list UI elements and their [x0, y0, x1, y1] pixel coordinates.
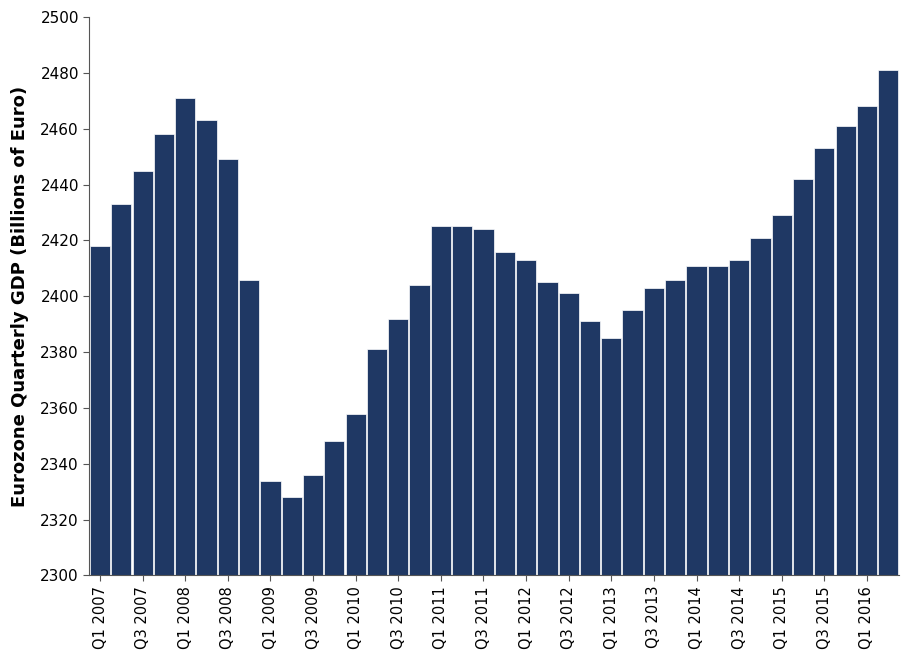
- Bar: [324, 442, 345, 660]
- Bar: [580, 321, 600, 660]
- Bar: [303, 475, 323, 660]
- Bar: [537, 282, 558, 660]
- Bar: [729, 260, 749, 660]
- Bar: [708, 265, 728, 660]
- Bar: [857, 106, 877, 660]
- Bar: [473, 229, 493, 660]
- Y-axis label: Eurozone Quarterly GDP (Billions of Euro): Eurozone Quarterly GDP (Billions of Euro…: [11, 86, 29, 507]
- Bar: [217, 160, 238, 660]
- Bar: [878, 70, 898, 660]
- Bar: [239, 280, 259, 660]
- Bar: [495, 251, 515, 660]
- Bar: [643, 288, 664, 660]
- Bar: [133, 171, 153, 660]
- Bar: [793, 179, 814, 660]
- Bar: [602, 338, 622, 660]
- Bar: [835, 126, 855, 660]
- Bar: [154, 135, 174, 660]
- Bar: [260, 480, 280, 660]
- Bar: [751, 238, 771, 660]
- Bar: [686, 265, 707, 660]
- Bar: [197, 120, 217, 660]
- Bar: [772, 215, 792, 660]
- Bar: [389, 319, 409, 660]
- Bar: [665, 280, 685, 660]
- Bar: [430, 226, 451, 660]
- Bar: [452, 226, 472, 660]
- Bar: [175, 98, 196, 660]
- Bar: [622, 310, 642, 660]
- Bar: [346, 414, 366, 660]
- Bar: [282, 497, 302, 660]
- Bar: [814, 148, 834, 660]
- Bar: [367, 349, 387, 660]
- Bar: [410, 285, 430, 660]
- Bar: [559, 294, 579, 660]
- Bar: [516, 260, 536, 660]
- Bar: [111, 204, 131, 660]
- Bar: [90, 246, 110, 660]
